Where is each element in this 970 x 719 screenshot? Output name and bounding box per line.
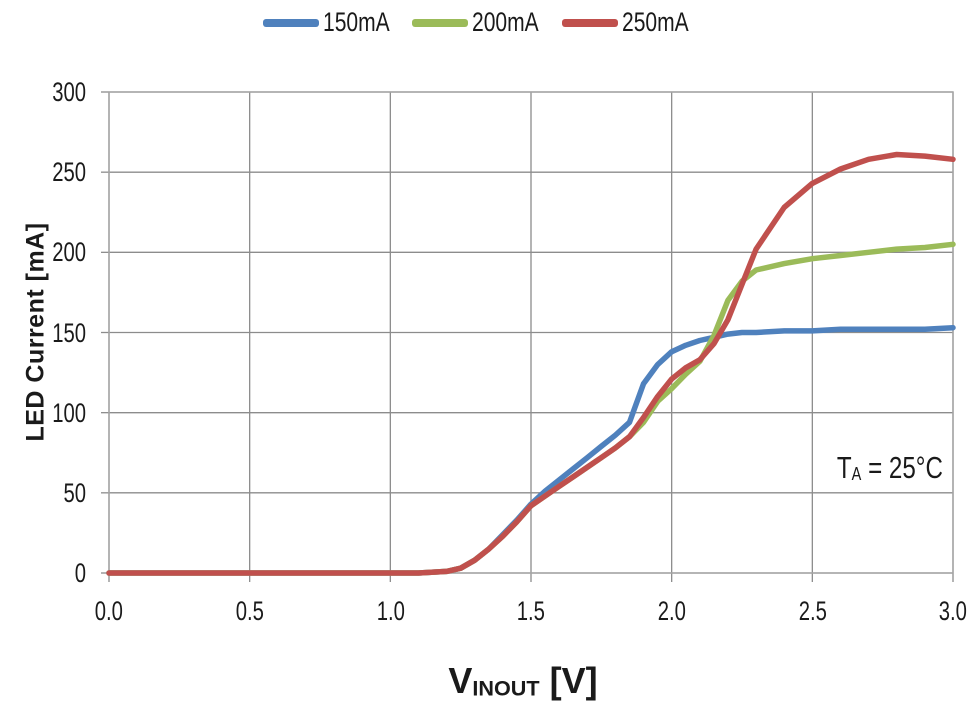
x-tick-label: 0.5 bbox=[235, 596, 264, 626]
chart-legend: 150mA 200mA 250mA bbox=[0, 7, 970, 38]
annotation-suffix: = 25°C bbox=[861, 450, 943, 485]
y-tick-label: 100 bbox=[52, 397, 86, 428]
legend-label: 150mA bbox=[322, 7, 390, 37]
legend-swatch-blue-icon bbox=[262, 18, 319, 27]
legend-swatch-red-icon bbox=[561, 18, 618, 27]
x-title-subscript: INOUT bbox=[472, 675, 540, 701]
y-tick-label: 0 bbox=[74, 558, 86, 588]
x-tick-label: 2.0 bbox=[657, 596, 686, 626]
x-title-prefix: V bbox=[448, 660, 473, 701]
temperature-annotation: TA = 25°C bbox=[793, 450, 943, 486]
legend-label: 200mA bbox=[472, 7, 539, 37]
y-tick-label: 200 bbox=[52, 237, 86, 268]
y-tick-label: 50 bbox=[63, 477, 86, 508]
plot-frame bbox=[108, 91, 954, 574]
y-tick-label: 300 bbox=[52, 77, 86, 107]
y-tick-label: 150 bbox=[52, 317, 86, 348]
x-tick-label: 2.5 bbox=[798, 596, 827, 626]
legend-label: 250mA bbox=[621, 7, 689, 37]
x-tick-label: 1.5 bbox=[516, 596, 546, 626]
legend-item-2: 200mA bbox=[412, 7, 558, 38]
series-line-250mA bbox=[106, 151, 956, 576]
x-axis-title: VINOUT [V] bbox=[448, 660, 597, 702]
legend-item-3: 250mA bbox=[561, 7, 708, 38]
x-tick-label: 1.0 bbox=[376, 596, 405, 626]
annotation-subscript: A bbox=[851, 463, 862, 485]
x-tick-label: 0.0 bbox=[94, 596, 124, 626]
x-title-suffix: [V] bbox=[539, 660, 598, 701]
annotation-prefix: T bbox=[836, 450, 852, 485]
x-tick-label: 3.0 bbox=[938, 596, 968, 626]
legend-item-1: 150mA bbox=[262, 7, 409, 38]
y-tick-label: 250 bbox=[52, 157, 86, 188]
legend-swatch-green-icon bbox=[412, 18, 469, 27]
